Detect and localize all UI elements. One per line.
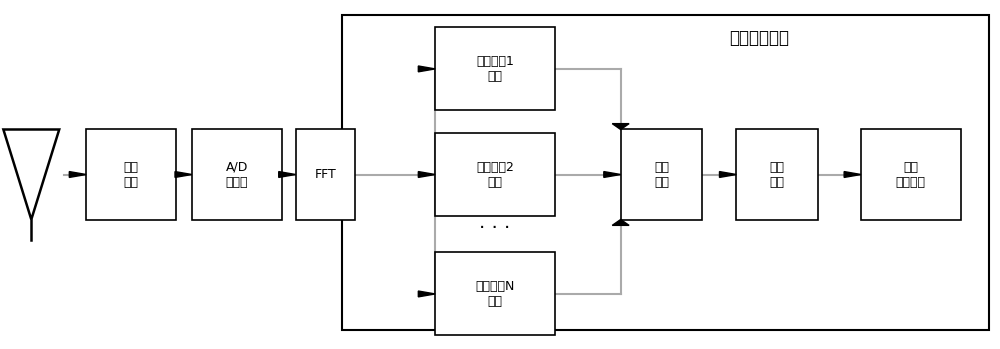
Polygon shape	[719, 172, 736, 177]
Bar	[86, 129, 176, 220]
Text: 物理信道N
带宽: 物理信道N 带宽	[475, 280, 515, 308]
Polygon shape	[612, 220, 629, 225]
Polygon shape	[844, 172, 861, 177]
Text: FFT: FFT	[315, 168, 336, 181]
Text: 模拟
射频: 模拟 射频	[124, 161, 139, 188]
Bar	[861, 129, 961, 220]
Text: A/D
采样器: A/D 采样器	[225, 161, 248, 188]
Bar	[435, 133, 555, 216]
Polygon shape	[612, 124, 629, 129]
Bar	[621, 129, 702, 220]
Text: 帧头
判定: 帧头 判定	[654, 161, 669, 188]
Polygon shape	[279, 172, 296, 177]
Bar	[435, 27, 555, 110]
Bar	[435, 252, 555, 335]
Bar	[342, 15, 989, 330]
Polygon shape	[604, 172, 621, 177]
Polygon shape	[418, 291, 435, 297]
Bar	[192, 129, 282, 220]
Polygon shape	[418, 172, 435, 177]
Text: · · ·: · · ·	[479, 219, 511, 238]
Bar	[736, 129, 818, 220]
Bar	[296, 129, 355, 220]
Text: 数字基带处理: 数字基带处理	[729, 29, 789, 47]
Text: 物理信道1
带宽: 物理信道1 带宽	[476, 55, 514, 83]
Polygon shape	[418, 66, 435, 72]
Text: 解读
帧头: 解读 帧头	[770, 161, 785, 188]
Text: 解读
帧数据体: 解读 帧数据体	[896, 161, 926, 188]
Polygon shape	[175, 172, 192, 177]
Polygon shape	[69, 172, 86, 177]
Text: 物理信道2
带宽: 物理信道2 带宽	[476, 161, 514, 188]
